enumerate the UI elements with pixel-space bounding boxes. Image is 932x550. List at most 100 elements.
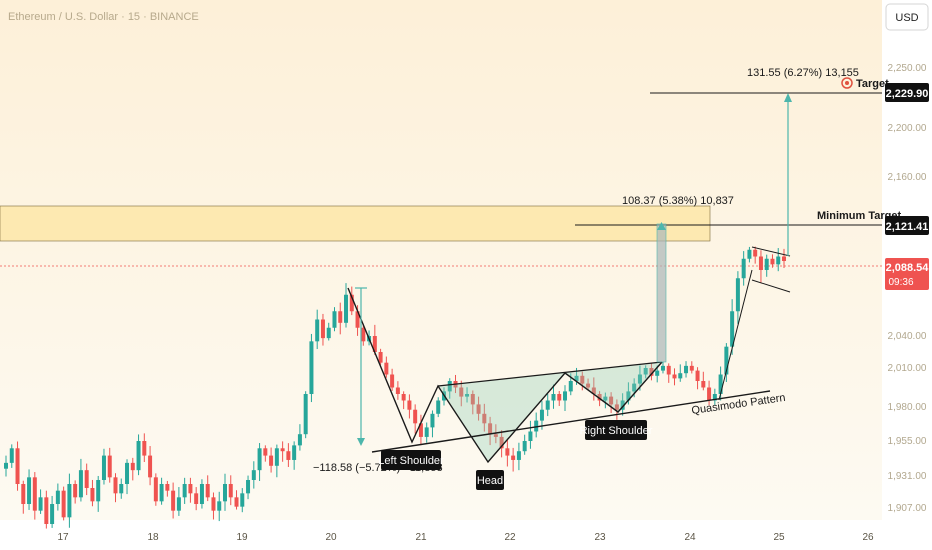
candle-body: [672, 374, 677, 379]
candle-body: [666, 365, 671, 375]
candle-body: [55, 490, 60, 504]
svg-text:2,121.41: 2,121.41: [886, 221, 929, 233]
candle-body: [165, 484, 170, 491]
time-tick-label: 22: [504, 532, 516, 543]
price-tick-label: 2,010.00: [888, 363, 927, 374]
candle-body: [27, 477, 32, 504]
candle-body: [338, 311, 343, 323]
candle-body: [344, 294, 349, 323]
candle-body: [568, 381, 573, 392]
candle-body: [384, 362, 389, 375]
candle-body: [257, 448, 262, 471]
time-tick-label: 23: [594, 532, 606, 543]
plot-background: [0, 0, 882, 520]
candle-body: [217, 501, 222, 511]
candle-body: [609, 396, 614, 405]
candle-body: [119, 484, 124, 494]
svg-text:USD: USD: [895, 12, 918, 24]
time-tick-label: 18: [147, 532, 159, 543]
candle-body: [67, 484, 72, 518]
candle-body: [159, 484, 164, 502]
candle-body: [470, 394, 475, 405]
candle-body: [511, 455, 516, 460]
time-tick-label: 26: [862, 532, 874, 543]
price-tick-label: 1,931.00: [888, 471, 927, 482]
candle-body: [499, 436, 504, 449]
price-tick-label: 2,160.00: [888, 172, 927, 183]
time-axis-panel[interactable]: [0, 520, 882, 550]
currency-button[interactable]: USD: [885, 3, 929, 31]
candle-body: [228, 484, 233, 498]
candle-body: [413, 409, 418, 424]
time-tick-label: 21: [415, 532, 427, 543]
candle-body: [153, 477, 158, 502]
candle-body: [689, 365, 694, 371]
candle-body: [107, 455, 112, 478]
candle-body: [701, 381, 706, 388]
candle-body: [240, 493, 245, 507]
candle-body: [614, 404, 619, 410]
candle-body: [38, 497, 43, 511]
target-label: Target: [856, 78, 889, 90]
min-target-measure-text: 108.37 (5.38%) 10,837: [622, 195, 734, 207]
price-tick-label: 2,250.00: [888, 63, 927, 74]
candle-body: [707, 387, 712, 401]
candle-body: [482, 413, 487, 424]
candle-body: [326, 327, 331, 339]
candle-body: [101, 455, 106, 480]
candle-body: [50, 504, 55, 524]
candle-body: [188, 484, 193, 494]
candle-body: [741, 258, 746, 279]
candle-body: [424, 427, 429, 437]
price-tick-label: 1,980.00: [888, 402, 927, 413]
time-tick-label: 25: [773, 532, 785, 543]
target-arrowhead: [784, 93, 792, 102]
candle-body: [557, 394, 562, 401]
target-price-tag: 2,229.90: [885, 83, 929, 102]
minimum-target-label: Minimum Target: [817, 210, 901, 222]
candle-body: [263, 448, 268, 456]
candle-body: [632, 383, 637, 392]
candle-body: [130, 462, 135, 471]
candle-body: [655, 370, 660, 376]
candle-body: [84, 470, 89, 488]
candle-body: [724, 346, 729, 375]
candle-body: [205, 484, 210, 498]
candle-body: [176, 497, 181, 511]
candle-body: [361, 327, 366, 342]
svg-text:Right Shoulder: Right Shoulder: [580, 425, 653, 437]
neckline: [437, 361, 663, 387]
candle-body: [297, 434, 302, 446]
candle-body: [222, 484, 227, 502]
quasimodo-trendline: [371, 390, 771, 453]
candle-body: [493, 434, 498, 437]
candle-body: [488, 423, 493, 435]
candle-body: [597, 394, 602, 401]
candle-body: [436, 400, 441, 414]
candle-body: [211, 497, 216, 511]
candle-body: [476, 404, 481, 414]
candle-body: [643, 368, 648, 375]
candle-body: [649, 368, 654, 376]
svg-text:Head: Head: [477, 475, 503, 487]
candle-body: [309, 341, 314, 394]
candle-body: [251, 470, 256, 480]
candle-body: [574, 375, 579, 381]
candle-body: [4, 462, 8, 469]
candle-body: [528, 431, 533, 441]
candle-body: [505, 448, 510, 456]
candle-body: [395, 387, 400, 394]
candle-body: [753, 249, 758, 257]
chart-title: Ethereum / U.S. Dollar · 15 · BINANCE: [8, 11, 199, 23]
candle-body: [465, 394, 470, 397]
minimum-target-projection: [656, 223, 667, 363]
current-price-tag: 2,088.54 09:36: [885, 258, 929, 290]
candle-body: [620, 400, 625, 410]
candle-body: [712, 394, 717, 401]
candle-body: [125, 462, 130, 484]
candle-body: [522, 441, 527, 452]
svg-text:09:36: 09:36: [888, 277, 913, 288]
candlestick-series: [4, 246, 786, 529]
